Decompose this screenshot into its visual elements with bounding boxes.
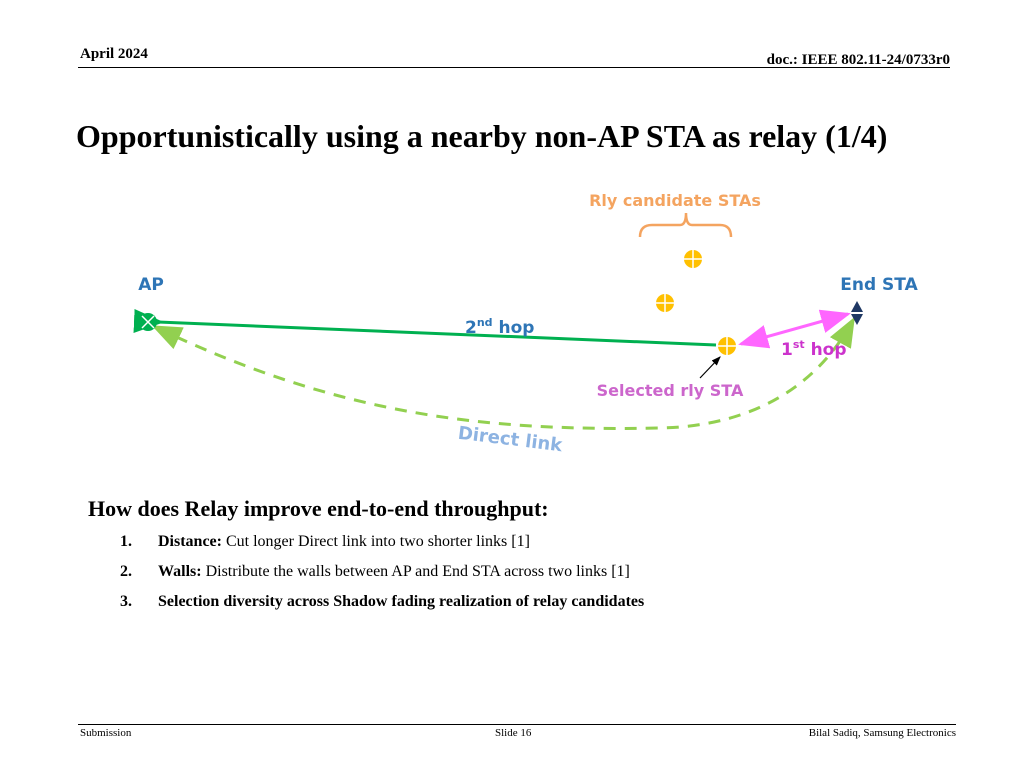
footer-submission: Submission xyxy=(80,727,132,739)
list-rest: Distribute the walls between AP and End … xyxy=(201,563,630,580)
end-sta-icon xyxy=(851,301,863,325)
first-hop-label: 1st hop xyxy=(781,338,847,360)
selected-sta-icon xyxy=(718,337,736,355)
second-hop-link xyxy=(133,309,717,347)
second-hop-label: 2nd hop xyxy=(465,316,534,338)
list-text: Walls: Distribute the walls between AP a… xyxy=(158,563,630,581)
end-sta-label: End STA xyxy=(840,275,918,295)
header-date: April 2024 xyxy=(80,46,148,62)
first-hop-link xyxy=(738,309,851,349)
selected-pointer-arrow xyxy=(699,356,721,379)
header-doc-id: doc.: IEEE 802.11-24/0733r0 xyxy=(766,52,950,68)
ap-label: AP xyxy=(138,275,164,295)
first-hop-word: hop xyxy=(805,340,847,360)
list-item: 2. Walls: Distribute the walls between A… xyxy=(120,563,644,593)
footer-author: Bilal Sadiq, Samsung Electronics xyxy=(808,727,956,739)
list-text: Distance: Cut longer Direct link into tw… xyxy=(158,533,530,551)
first-hop-num: 1 xyxy=(781,340,793,360)
candidate-sta-icon xyxy=(684,250,702,268)
list-item: 1. Distance: Cut longer Direct link into… xyxy=(120,533,644,563)
candidate-bracket xyxy=(638,212,733,238)
second-hop-num: 2 xyxy=(465,318,477,338)
list-bold: Distance: xyxy=(158,533,222,550)
ap-node-icon xyxy=(139,313,157,331)
second-hop-word: hop xyxy=(493,318,535,338)
list-bold: Selection diversity across Shadow fading… xyxy=(158,593,645,610)
slide-title: Opportunistically using a nearby non-AP … xyxy=(76,118,888,154)
candidate-sta-icon xyxy=(656,294,674,312)
list-number: 2. xyxy=(120,563,132,580)
selected-sta-label: Selected rly STA xyxy=(597,381,744,400)
second-hop-sup: nd xyxy=(477,316,493,329)
list-item: 3. Selection diversity across Shadow fad… xyxy=(120,593,644,623)
list-number: 1. xyxy=(120,533,132,550)
footer-slide-number: Slide 16 xyxy=(495,727,532,739)
list-rest: Cut longer Direct link into two shorter … xyxy=(221,533,530,550)
header-divider xyxy=(78,67,950,68)
section-heading: How does Relay improve end-to-end throug… xyxy=(88,496,549,521)
list-text: Selection diversity across Shadow fading… xyxy=(158,593,644,611)
footer-divider xyxy=(78,724,956,725)
list-bold: Walls: xyxy=(158,563,202,580)
first-hop-sup: st xyxy=(793,338,805,351)
benefit-list: 1. Distance: Cut longer Direct link into… xyxy=(120,533,644,623)
rly-candidates-label: Rly candidate STAs xyxy=(589,191,761,210)
list-number: 3. xyxy=(120,593,132,610)
